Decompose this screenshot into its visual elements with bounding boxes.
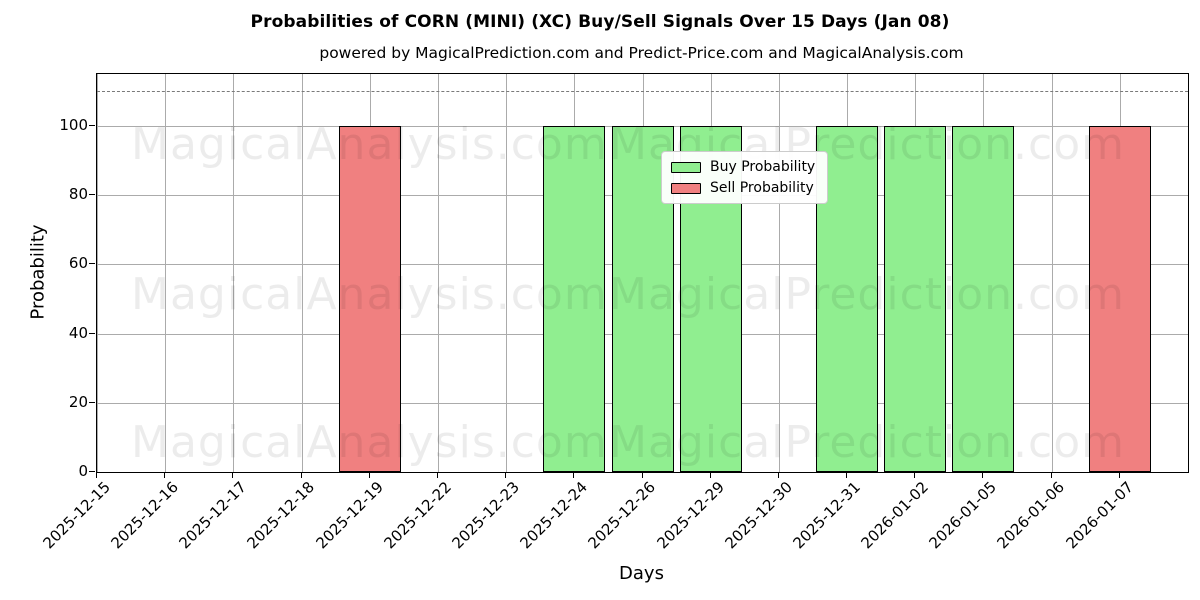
x-axis-label: Days — [619, 563, 664, 584]
x-gridline — [1051, 74, 1053, 472]
bar-sell — [338, 125, 401, 472]
x-tick-mark — [96, 472, 97, 478]
y-tick-label: 20 — [68, 392, 88, 411]
x-tick-label: 2026-01-07 — [1062, 478, 1137, 553]
x-tick-label: 2025-12-31 — [789, 478, 864, 553]
y-tick-mark — [89, 471, 95, 472]
y-tick-label: 0 — [78, 462, 88, 480]
x-tick-label: 2025-12-23 — [448, 478, 523, 553]
x-tick-mark — [505, 472, 507, 478]
x-tick-mark — [164, 472, 166, 478]
x-tick-mark — [982, 472, 984, 478]
y-tick-mark — [89, 332, 95, 334]
chart-title: Probabilities of CORN (MINI) (XC) Buy/Se… — [250, 12, 950, 32]
x-tick-mark — [641, 472, 643, 478]
x-tick-label: 2026-01-06 — [993, 478, 1069, 553]
plot-area: Buy Probability Sell Probability Magical… — [96, 73, 1189, 473]
legend-entry-sell: Sell Probability — [671, 180, 815, 196]
x-tick-label: 2025-12-16 — [107, 478, 182, 553]
x-tick-mark — [846, 472, 848, 478]
x-tick-label: 2026-01-05 — [925, 478, 1001, 553]
chart-subtitle: powered by MagicalPrediction.com and Pre… — [319, 44, 964, 62]
x-tick-label: 2025-12-17 — [175, 478, 251, 553]
y-tick-mark — [89, 124, 95, 126]
x-tick-label: 2025-12-22 — [380, 478, 455, 553]
buy-swatch-icon — [671, 161, 701, 173]
x-tick-mark — [709, 472, 711, 478]
y-gridline — [97, 472, 1188, 473]
x-tick-label: 2025-12-18 — [243, 478, 319, 553]
y-tick-label: 80 — [68, 185, 88, 204]
x-tick-label: 2025-12-15 — [39, 478, 114, 553]
x-tick-mark — [573, 472, 575, 478]
x-gridline — [437, 74, 439, 472]
x-tick-mark — [232, 472, 234, 478]
x-tick-mark — [368, 472, 370, 478]
x-tick-mark — [1050, 472, 1052, 478]
threshold-dashed-line — [97, 91, 1188, 93]
y-tick-mark — [89, 263, 95, 265]
x-gridline — [778, 74, 780, 472]
legend: Buy Probability Sell Probability — [661, 151, 829, 204]
y-tick-label: 40 — [68, 323, 88, 342]
bar-buy — [884, 125, 947, 472]
x-tick-label: 2025-12-26 — [584, 478, 660, 553]
legend-label-sell: Sell Probability — [710, 180, 814, 196]
x-gridline — [97, 74, 98, 472]
x-tick-label: 2026-01-02 — [857, 478, 932, 553]
bar-buy — [543, 125, 606, 472]
y-tick-label: 60 — [68, 254, 88, 273]
x-tick-mark — [300, 472, 302, 478]
x-tick-mark — [436, 472, 438, 478]
y-tick-mark — [89, 194, 95, 196]
x-tick-mark — [914, 472, 916, 478]
x-tick-label: 2025-12-30 — [721, 478, 796, 553]
sell-swatch-icon — [671, 182, 701, 194]
x-tick-label: 2025-12-24 — [516, 478, 592, 553]
bar-sell — [1088, 125, 1151, 472]
legend-entry-buy: Buy Probability — [671, 159, 815, 175]
x-tick-label: 2025-12-29 — [653, 478, 728, 553]
x-gridline — [506, 74, 508, 472]
y-tick-label: 100 — [59, 115, 88, 134]
x-gridline — [165, 74, 167, 472]
x-tick-label: 2025-12-19 — [312, 478, 387, 553]
y-tick-mark — [89, 401, 95, 403]
x-tick-mark — [1118, 472, 1120, 478]
legend-label-buy: Buy Probability — [710, 159, 816, 175]
x-gridline — [233, 74, 235, 472]
bar-buy — [952, 125, 1015, 472]
x-gridline — [301, 74, 303, 472]
x-tick-mark — [777, 472, 779, 478]
